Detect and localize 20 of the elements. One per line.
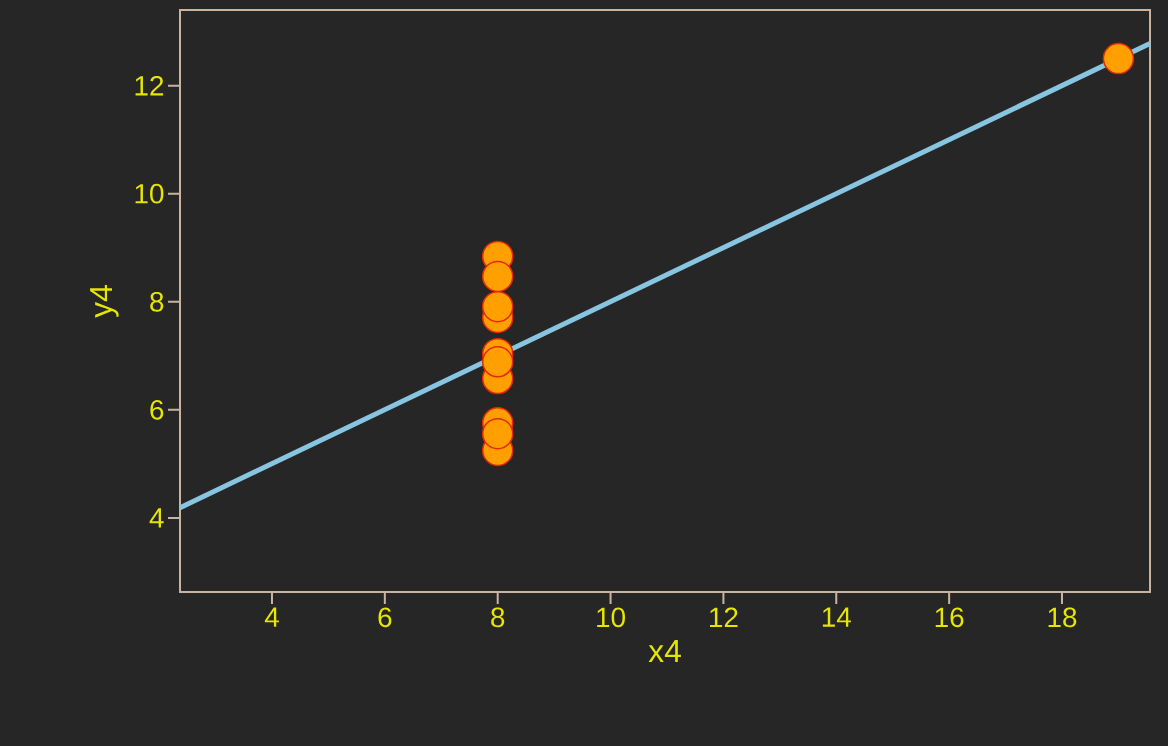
point	[481, 290, 514, 323]
x-tick-label: 8	[491, 607, 505, 628]
y-axis-title: y4	[90, 285, 119, 318]
y-tick-label: 4	[149, 508, 164, 528]
x-axis-title: x4	[648, 640, 681, 663]
x-tick-label: 14	[822, 607, 851, 627]
x-tick-label: 18	[1048, 607, 1077, 628]
x-tick-label: 4	[264, 607, 279, 627]
x-tick-label: 12	[710, 607, 738, 627]
y-tick-label: 6	[150, 400, 164, 420]
x-tick-label: 6	[378, 607, 392, 628]
point	[1102, 42, 1135, 75]
y-tick-label: 12	[135, 75, 164, 96]
point	[481, 346, 514, 378]
y-tick-label: 8	[150, 291, 164, 312]
x-tick-label: 10	[597, 607, 625, 628]
y-tick-label: 10	[135, 183, 164, 204]
point	[481, 260, 514, 293]
x-tick-label: 16	[935, 607, 964, 628]
point	[481, 417, 514, 450]
